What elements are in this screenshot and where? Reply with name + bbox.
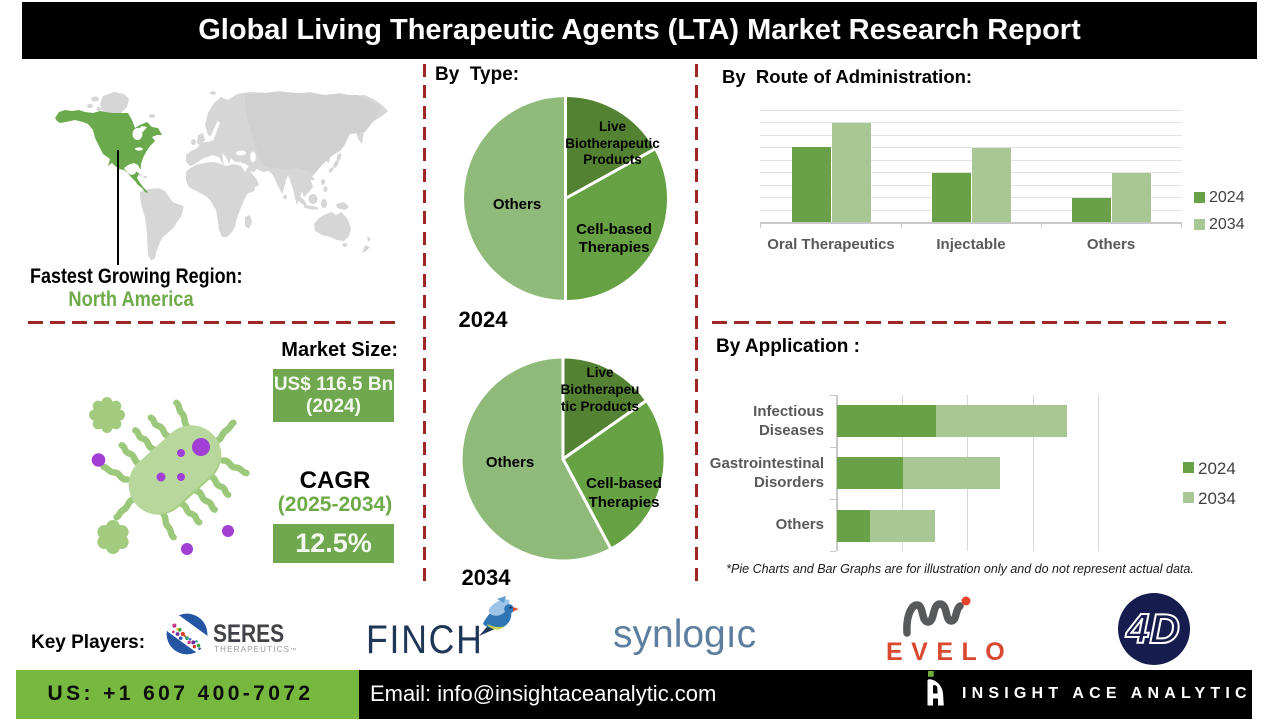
- svg-text:4D: 4D: [1125, 605, 1180, 652]
